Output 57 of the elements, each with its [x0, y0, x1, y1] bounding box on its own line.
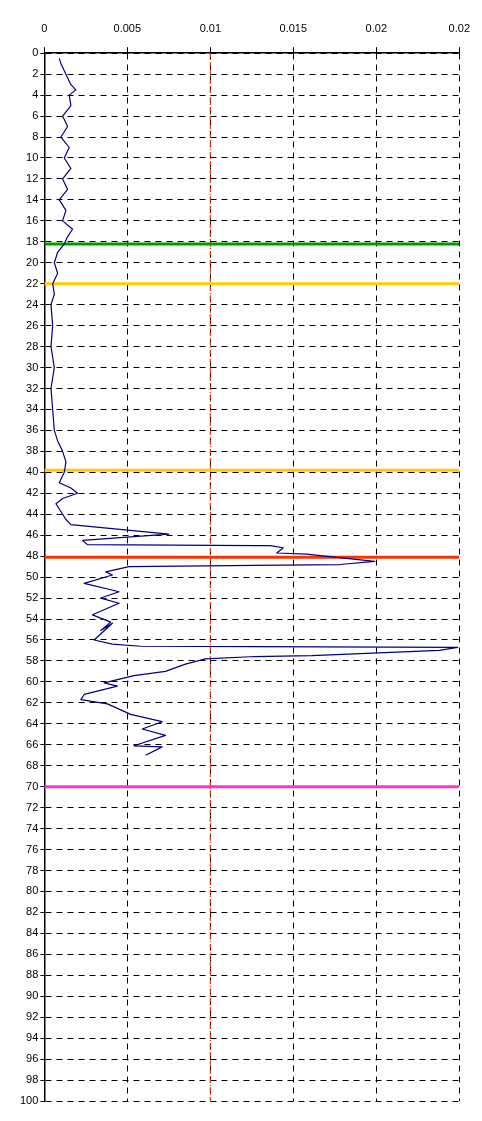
y-tick-label: 30 [26, 360, 39, 373]
y-tick-label: 8 [32, 130, 39, 143]
y-tick-label: 40 [26, 465, 39, 478]
y-tick-label: 78 [26, 863, 39, 876]
y-tick-label: 62 [26, 695, 39, 708]
y-tick-label: 52 [26, 591, 39, 604]
x-tick-label: 0.015 [279, 21, 308, 34]
y-tick-label: 64 [26, 716, 39, 729]
y-tick-label: 2 [32, 67, 39, 80]
y-tick-label: 56 [26, 633, 39, 645]
y-tick-label: 22 [26, 276, 39, 289]
y-tick-label: 68 [26, 758, 39, 771]
y-tick-label: 48 [26, 549, 39, 562]
y-tick-label: 100 [19, 1094, 39, 1107]
y-tick-label: 72 [26, 800, 39, 813]
y-tick-label: 96 [26, 1052, 39, 1065]
y-tick-label: 16 [26, 213, 39, 226]
y-tick-label: 46 [26, 528, 39, 541]
y-tick-label: 26 [26, 318, 39, 331]
y-tick-label: 0 [32, 46, 39, 59]
y-tick-label: 84 [26, 926, 39, 939]
y-tick-label: 90 [26, 989, 39, 1002]
y-tick-label: 94 [26, 1031, 39, 1044]
y-tick-label: 10 [26, 151, 39, 164]
y-tick-label: 38 [26, 444, 39, 457]
y-tick-label: 4 [32, 88, 39, 101]
y-tick-label: 76 [26, 842, 39, 855]
y-tick-label: 50 [26, 570, 39, 583]
y-tick-label: 58 [26, 653, 39, 666]
y-tick-label: 14 [26, 192, 39, 205]
y-tick-label: 24 [26, 297, 39, 310]
y-tick-label: 98 [26, 1073, 39, 1086]
y-tick-label: 70 [26, 779, 39, 792]
y-tick-label: 66 [26, 737, 39, 750]
y-tick-label: 6 [32, 109, 39, 122]
y-tick-label: 44 [26, 507, 39, 520]
x-tick-label: 0.01 [199, 21, 222, 34]
y-tick-label: 86 [26, 947, 39, 960]
y-tick-label: 34 [26, 402, 39, 415]
y-tick-label: 20 [26, 255, 39, 268]
y-tick-label: 74 [26, 821, 39, 834]
x-tick-label: 0.005 [113, 21, 142, 34]
x-tick-label: 0.02 [365, 21, 388, 34]
y-tick-label: 36 [26, 423, 39, 436]
y-tick-label: 18 [26, 234, 39, 247]
y-tick-label: 60 [26, 674, 39, 687]
y-tick-label: 28 [26, 339, 39, 352]
y-tick-label: 12 [26, 171, 39, 184]
y-tick-label: 42 [26, 486, 39, 499]
y-tick-label: 82 [26, 905, 39, 918]
x-tick-label: 0.02 [448, 21, 471, 34]
y-tick-label: 32 [26, 381, 39, 394]
x-tick-label: 0 [41, 21, 48, 34]
y-tick-label: 88 [26, 968, 39, 981]
y-tick-label: 92 [26, 1010, 39, 1023]
y-tick-label: 54 [26, 612, 39, 625]
y-tick-label: 80 [26, 884, 39, 897]
